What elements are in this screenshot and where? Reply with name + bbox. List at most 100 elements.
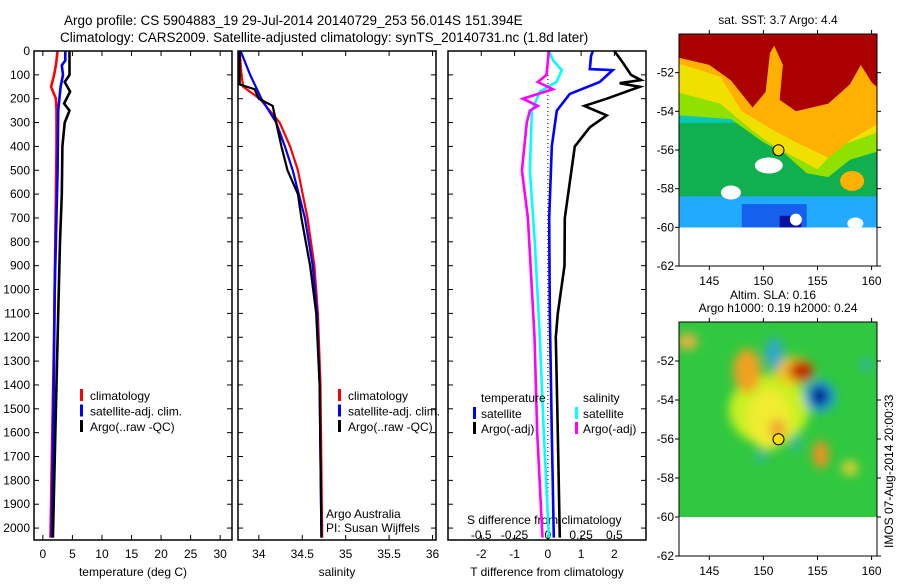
credit-pi: PI: Susan Wijffels	[326, 521, 420, 535]
depth-tick-label: 1200	[3, 330, 30, 344]
x-tick-label: 0	[40, 547, 47, 561]
lat-tick-label: -58	[657, 471, 675, 485]
legend-label: climatology	[90, 389, 150, 403]
series-line-argo-raw-qc-	[238, 51, 323, 538]
legend-swatch	[80, 389, 83, 401]
lat-tick-label: -52	[657, 354, 675, 368]
legend-label: Argo(..raw -QC)	[90, 420, 175, 434]
lon-tick-label: 155	[807, 274, 827, 288]
series-line-salinity-satellite	[528, 50, 564, 538]
lat-tick-label: -54	[657, 104, 675, 118]
sst-map: -52 -54 -56 -58 -60 -62 145 150 155 160 sat. SST: …	[657, 13, 882, 288]
legend-label: Argo(-adj)	[481, 422, 534, 436]
x-tick-label: 35	[339, 547, 353, 561]
x-axis-label: T difference from climatology	[470, 565, 624, 579]
depth-tick-label: 600	[10, 187, 30, 201]
depth-tick-label: 500	[10, 163, 30, 177]
lon-tick-label: 150	[753, 274, 773, 288]
legend-swatch	[575, 407, 578, 419]
sla-anomaly	[679, 333, 698, 350]
axes-frame	[33, 50, 233, 541]
lat-tick-label: -52	[657, 66, 675, 80]
depth-tick-label: 0	[23, 44, 30, 58]
lat-tick-label: -56	[657, 143, 675, 157]
x-tick-label: 35.5	[377, 547, 401, 561]
x-tick-label: 20	[154, 547, 168, 561]
map-field-region	[679, 34, 877, 112]
map-field	[679, 322, 877, 517]
map-title: sat. SST: 3.7 Argo: 4.4	[718, 13, 838, 27]
x-tick-label: 5	[69, 547, 76, 561]
series-line-temperature-argo-adj-	[554, 50, 646, 538]
lon-tick-label: 150	[753, 564, 773, 578]
legend-swatch	[575, 422, 578, 434]
map-missing-data	[789, 213, 802, 226]
lat-tick-label: -56	[657, 432, 675, 446]
s-tick-label: -0.5	[471, 528, 492, 542]
legend-swatch	[80, 404, 83, 417]
depth-tick-label: 800	[10, 235, 30, 249]
lon-tick-label: 145	[699, 274, 719, 288]
s-tick-label: 0.5	[606, 528, 623, 542]
legend-label: climatology	[348, 389, 408, 403]
x-tick-label: 34.5	[291, 547, 315, 561]
lat-tick-label: -60	[657, 220, 675, 234]
depth-tick-label: 1400	[3, 378, 30, 392]
map-missing-data	[720, 185, 741, 200]
series-line-temperature-satellite	[547, 50, 616, 538]
s-axis-label: S difference from climatology	[467, 513, 622, 527]
legend-label: Argo(..raw -QC)	[348, 420, 433, 434]
depth-tick-label: 1900	[3, 497, 30, 511]
legend-label: satellite	[481, 407, 522, 421]
legend-swatch	[80, 420, 83, 432]
depth-tick-label: 300	[10, 116, 30, 130]
depth-tick-label: 1000	[3, 283, 30, 297]
argo-float-location-marker	[772, 144, 785, 157]
axes-frame	[237, 50, 437, 541]
map-missing-data	[847, 217, 864, 228]
x-tick-label: -1	[509, 547, 520, 561]
lat-tick-label: -62	[657, 259, 675, 273]
x-tick-label: 1	[578, 547, 585, 561]
legend-label: satellite-adj. clim.	[90, 405, 182, 419]
lon-tick-label: 145	[699, 564, 719, 578]
legend-swatch	[338, 404, 341, 417]
legend-swatch	[473, 407, 476, 419]
depth-tick-label: 200	[10, 92, 30, 106]
legend-header-temperature: temperature	[481, 391, 546, 405]
sla-anomaly	[791, 432, 800, 453]
x-tick-label: -2	[476, 547, 487, 561]
x-tick-label: 15	[125, 547, 139, 561]
x-axis-label: salinity	[319, 565, 356, 579]
legend-label: satellite-adj. clim.	[348, 405, 440, 419]
legend-label: Argo(-adj)	[583, 422, 636, 436]
sla-anomaly	[765, 337, 784, 370]
lat-tick-label: -54	[657, 393, 675, 407]
s-tick-label: -0.25	[501, 528, 529, 542]
map-field	[679, 34, 877, 228]
lat-tick-label: -58	[657, 182, 675, 196]
figure-title-line2: Climatology: CARS2009. Satellite-adjuste…	[60, 30, 588, 45]
sla-anomaly	[841, 461, 858, 476]
legend-header-salinity: salinity	[583, 391, 620, 405]
sla-anomaly	[812, 440, 829, 469]
depth-tick-label: 1700	[3, 450, 30, 464]
credit-org: Argo Australia	[326, 507, 401, 521]
lon-tick-label: 160	[862, 564, 882, 578]
legend-swatch	[473, 422, 476, 434]
depth-tick-label: 700	[10, 211, 30, 225]
axes-frame	[447, 50, 647, 541]
legend-swatch	[338, 389, 341, 401]
map-title: Altim. SLA: 0.16	[730, 288, 816, 302]
depth-tick-label: 2000	[3, 521, 30, 535]
sla-anomaly	[860, 358, 873, 371]
series-line-argo-raw-qc-	[51, 51, 72, 538]
figure-title-line1: Argo profile: CS 5904883_19 29-Jul-2014 …	[64, 13, 523, 28]
depth-tick-label: 1100	[4, 306, 30, 320]
depth-tick-label: 1500	[3, 402, 30, 416]
x-tick-label: 0	[544, 547, 551, 561]
plot-area: 0100200300400500600700800900100011001200…	[3, 13, 882, 579]
panel-difference: -2 -1 0 1 2 T difference from climatology -0.5…	[447, 50, 647, 579]
depth-tick-label: 900	[10, 259, 30, 273]
